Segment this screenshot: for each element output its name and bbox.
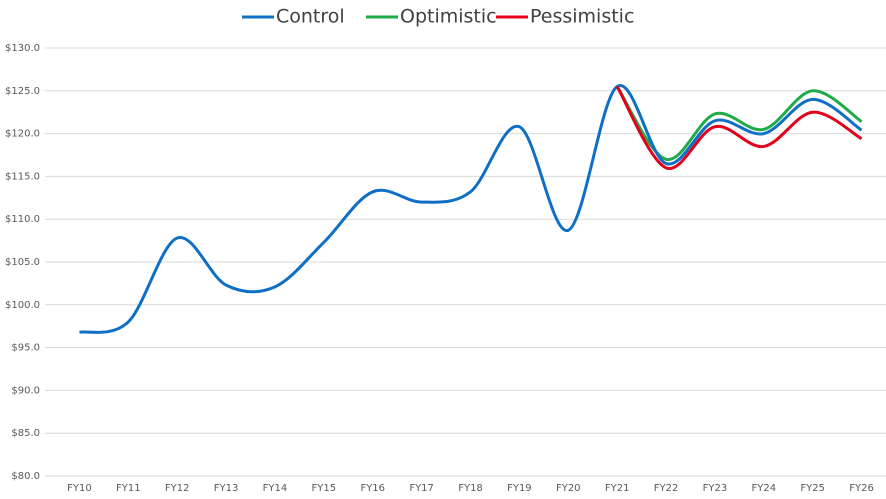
line-series bbox=[615, 85, 863, 170]
x-tick-label: FY20 bbox=[556, 483, 581, 494]
x-tick-label: FY23 bbox=[703, 483, 728, 494]
legend-label: Control bbox=[276, 6, 345, 28]
x-tick-label: FY16 bbox=[360, 483, 385, 494]
legend-label: Optimistic bbox=[400, 6, 497, 28]
x-tick-label: FY13 bbox=[214, 483, 239, 494]
y-tick-label: $130.0 bbox=[5, 43, 40, 54]
x-tick-label: FY14 bbox=[263, 483, 288, 494]
x-tick-label: FY26 bbox=[849, 483, 874, 494]
y-tick-label: $125.0 bbox=[5, 86, 40, 97]
x-tick-label: FY22 bbox=[654, 483, 679, 494]
y-tick-label: $120.0 bbox=[5, 129, 40, 140]
y-tick-label: $80.0 bbox=[11, 471, 40, 482]
y-tick-label: $115.0 bbox=[5, 171, 40, 182]
legend-label: Pessimistic bbox=[530, 6, 634, 28]
y-tick-label: $85.0 bbox=[11, 428, 40, 439]
x-tick-label: FY11 bbox=[116, 483, 141, 494]
y-tick-label: $105.0 bbox=[5, 257, 40, 268]
x-tick-label: FY17 bbox=[409, 483, 434, 494]
x-tick-label: FY10 bbox=[67, 483, 92, 494]
line-series bbox=[79, 84, 863, 334]
y-tick-label: $110.0 bbox=[5, 214, 40, 225]
y-tick-label: $90.0 bbox=[11, 385, 40, 396]
x-tick-label: FY25 bbox=[800, 483, 825, 494]
legend: Control Optimistic Pessimistic bbox=[242, 6, 634, 28]
x-tick-label: FY21 bbox=[605, 483, 630, 494]
x-tick-label: FY12 bbox=[165, 483, 190, 494]
x-tick-label: FY24 bbox=[751, 483, 776, 494]
x-tick-label: FY15 bbox=[312, 483, 337, 494]
y-tick-label: $95.0 bbox=[11, 343, 40, 354]
x-tick-label: FY18 bbox=[458, 483, 483, 494]
y-tick-label: $100.0 bbox=[5, 300, 40, 311]
x-tick-label: FY19 bbox=[507, 483, 532, 494]
